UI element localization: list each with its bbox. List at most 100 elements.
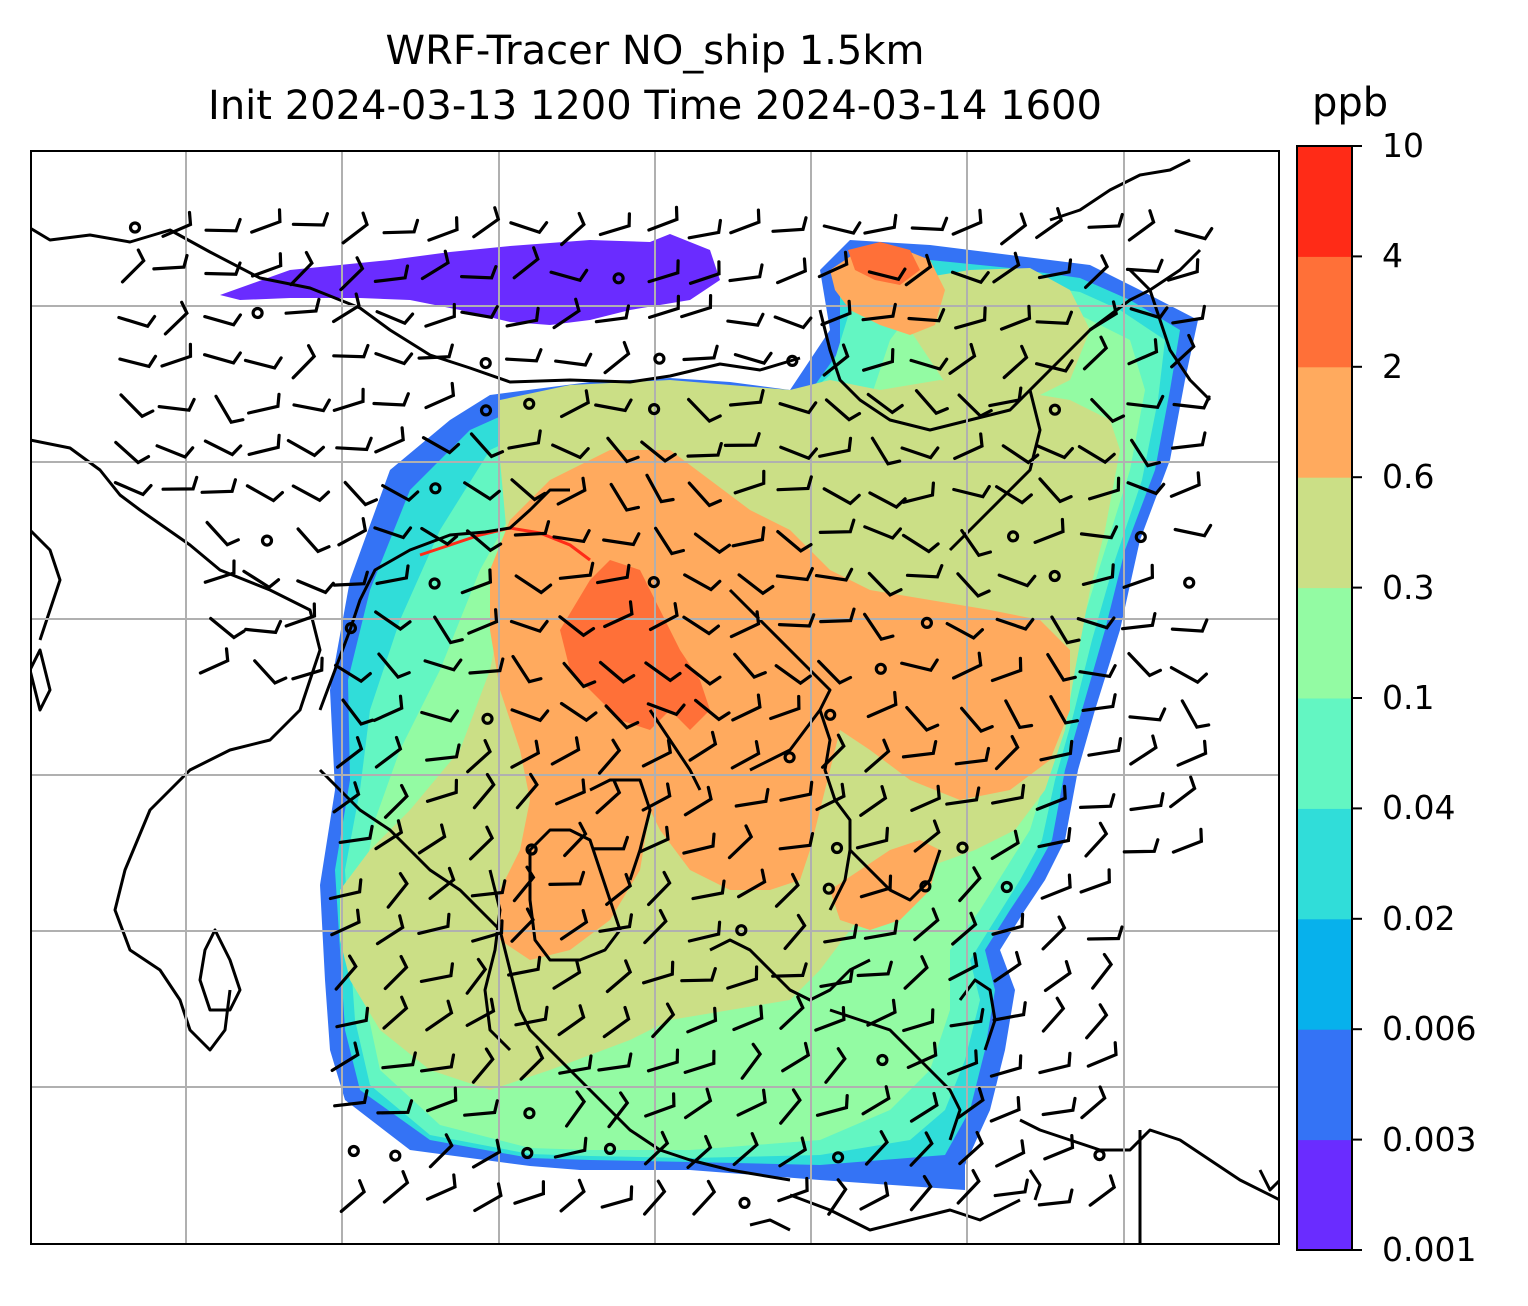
- map-panel: [30, 150, 1280, 1245]
- wind-barb: [950, 270, 990, 285]
- wind-barb: [680, 967, 717, 983]
- colorbar-band: [1297, 256, 1352, 368]
- wind-barb: [338, 824, 374, 844]
- wind-barb: [289, 250, 314, 287]
- wind-barb: [376, 1099, 414, 1115]
- wind-barb: [296, 579, 335, 595]
- wind-barb: [1082, 335, 1109, 371]
- wind-barb: [1037, 827, 1072, 849]
- wind-barb: [423, 658, 463, 672]
- wind-barb: [989, 1054, 1023, 1078]
- wind-barb: [910, 784, 941, 812]
- wind-barb: [284, 297, 321, 315]
- wind-barb: [609, 482, 640, 512]
- wind-barb: [1038, 477, 1073, 504]
- wind-barb: [822, 221, 862, 235]
- wind-barb: [1088, 1174, 1117, 1207]
- wind-barb: [1170, 618, 1209, 633]
- wind-barb: [558, 615, 596, 638]
- wind-barb: [687, 481, 722, 508]
- wind-barb: [733, 469, 766, 495]
- wind-barb: [592, 835, 629, 851]
- wind-barb: [814, 1006, 846, 1032]
- wind-barb: [203, 559, 236, 584]
- wind-barb: [1129, 734, 1158, 766]
- wind-barb: [332, 387, 365, 412]
- wind-barb: [1170, 333, 1196, 369]
- wind-barb: [374, 610, 412, 631]
- wind-barb: [859, 1181, 890, 1211]
- wind-barb: [683, 785, 713, 817]
- map-title-line1: WRF-Tracer NO_ship 1.5km: [385, 28, 925, 74]
- wind-barb: [643, 1130, 670, 1166]
- wind-barb-calm: [874, 662, 887, 675]
- wind-barb: [645, 473, 675, 504]
- wind-barb: [334, 663, 372, 684]
- wind-barb: [727, 824, 754, 860]
- wind-barb: [374, 352, 414, 366]
- wind-barb: [654, 526, 685, 556]
- wind-barb: [1084, 254, 1110, 289]
- wind-barb: [377, 652, 411, 680]
- wind-barb-calm: [824, 708, 837, 721]
- wind-barb: [505, 348, 543, 363]
- wind-barb: [1081, 563, 1115, 586]
- wind-barb: [509, 221, 549, 235]
- wind-barb: [779, 1088, 802, 1125]
- colorbar-tick-label: 0.006: [1382, 1009, 1477, 1049]
- wind-barb: [511, 654, 543, 684]
- wind-barb: [205, 520, 240, 547]
- wind-barb: [383, 783, 409, 819]
- wind-barb: [419, 962, 454, 983]
- wind-barb: [990, 829, 1020, 860]
- wind-barb: [774, 664, 812, 686]
- wind-barb-calm: [523, 397, 536, 410]
- colorbar-band: [1297, 587, 1352, 699]
- colorbar-unit: ppb: [1312, 80, 1389, 126]
- wind-barb: [731, 693, 762, 722]
- wind-barb: [866, 392, 904, 415]
- wind-barb: [737, 573, 775, 596]
- wind-barb: [603, 340, 631, 375]
- wind-barb: [814, 567, 854, 582]
- wind-barb: [214, 394, 245, 425]
- wind-barb: [913, 907, 940, 942]
- wind-barb: [901, 740, 938, 759]
- wind-barb: [550, 736, 581, 766]
- wind-barb-calm: [647, 403, 661, 416]
- wind-barb: [427, 216, 459, 242]
- wind-barb-calm: [1048, 569, 1061, 583]
- wind-barb: [332, 570, 369, 587]
- colorbar-band: [1297, 366, 1352, 478]
- wind-barb: [209, 616, 246, 640]
- wind-barb: [818, 436, 853, 458]
- wind-barb: [909, 1174, 933, 1212]
- wind-barb: [863, 919, 899, 940]
- wind-barb: [1035, 444, 1074, 460]
- wind-barb-calm: [1048, 403, 1062, 416]
- wind-barb: [420, 526, 459, 547]
- wind-barb: [733, 351, 773, 365]
- wind-barb: [737, 868, 767, 899]
- wind-barb-calm: [1006, 530, 1020, 543]
- wind-barb: [1129, 792, 1165, 812]
- wind-barb: [734, 787, 770, 808]
- wind-barb: [1172, 395, 1211, 410]
- wind-barb: [687, 218, 722, 240]
- wind-barb: [956, 1169, 981, 1205]
- wind-barb: [1041, 996, 1066, 1033]
- wind-barb: [777, 1176, 809, 1203]
- wind-barb: [597, 738, 622, 775]
- wind-barb: [515, 772, 539, 810]
- colorbar-tick-label: 2: [1382, 346, 1403, 386]
- wind-barb: [343, 480, 378, 507]
- wind-barb: [988, 386, 1023, 408]
- wind-barb: [1121, 612, 1157, 631]
- wind-barb: [1043, 960, 1072, 992]
- wind-barb: [1038, 1051, 1072, 1075]
- wind-barb: [992, 1001, 1027, 1022]
- wind-barb: [824, 398, 862, 422]
- wind-barb: [773, 315, 813, 330]
- wind-barb: [553, 1136, 588, 1159]
- wind-barb: [641, 782, 672, 812]
